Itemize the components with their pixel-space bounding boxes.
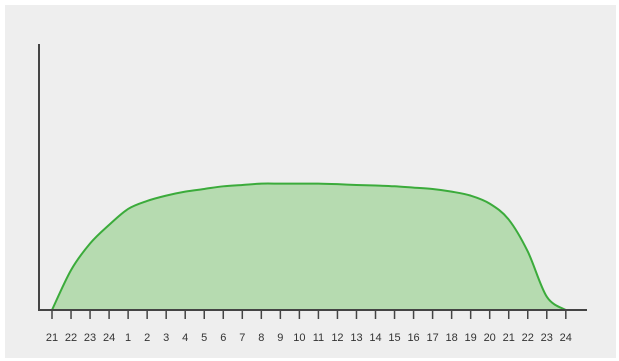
x-tick-label: 19 [465,332,477,344]
x-tick-label: 22 [522,332,534,344]
x-tick-label: 16 [407,332,419,344]
x-tick-label: 21 [46,332,58,344]
x-tick-label: 10 [293,332,305,344]
x-tick-label: 24 [560,332,572,344]
x-tick-labels: 21 22 23 24 1 2 3 4 5 6 7 8 9 10 11 12 13 14 15 16 17 18 19 20 2… [46,332,572,344]
x-tick-label: 13 [350,332,362,344]
x-tick-label: 4 [182,332,188,344]
x-tick-label: 18 [446,332,458,344]
x-tick-label: 3 [163,332,169,344]
x-tick-label: 14 [369,332,381,344]
x-tick-label: 1 [125,332,131,344]
x-tick-label: 23 [84,332,96,344]
x-ticks [51,310,567,319]
x-tick-label: 5 [201,332,207,344]
chart-panel: 21 22 23 24 1 2 3 4 5 6 7 8 9 10 11 12 13 14 15 16 17 18 19 20 2… [5,5,616,358]
x-tick-label: 11 [313,332,324,344]
x-tick-label: 24 [103,332,115,344]
chart: 21 22 23 24 1 2 3 4 5 6 7 8 9 10 11 12 13 14 15 16 17 18 19 20 2… [38,44,587,344]
x-tick-label: 20 [484,332,496,344]
x-tick-label: 9 [277,332,283,344]
x-tick-label: 6 [220,332,226,344]
x-tick-label: 22 [65,332,77,344]
x-tick-label: 12 [331,332,343,344]
x-tick-label: 2 [144,332,150,344]
x-tick-label: 8 [258,332,264,344]
x-tick-label: 23 [541,332,553,344]
x-tick-label: 21 [503,332,515,344]
series-area [52,183,566,310]
x-tick-label: 17 [426,332,438,344]
x-tick-label: 7 [239,332,245,344]
x-tick-label: 15 [388,332,400,344]
series-line [51,182,567,311]
